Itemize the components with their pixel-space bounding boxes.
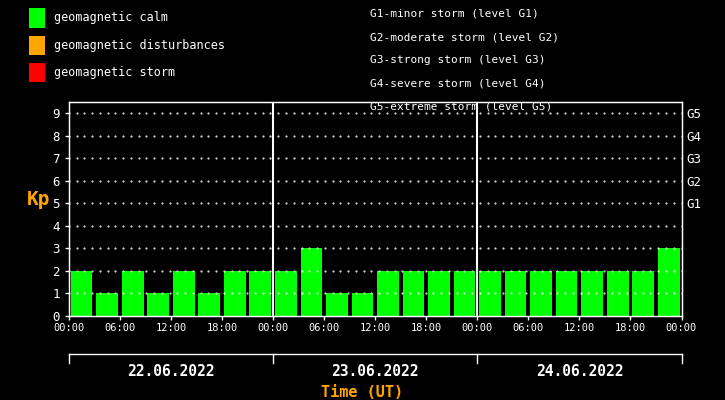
Y-axis label: Kp: Kp [27, 190, 50, 209]
Bar [173, 271, 194, 316]
Text: G5-extreme storm (level G5): G5-extreme storm (level G5) [370, 102, 552, 112]
Bar [632, 271, 654, 316]
Bar [224, 271, 246, 316]
Bar [71, 271, 93, 316]
Bar [581, 271, 603, 316]
Bar [147, 294, 169, 316]
Bar [428, 271, 450, 316]
Bar [607, 271, 629, 316]
Text: G1-minor storm (level G1): G1-minor storm (level G1) [370, 9, 539, 19]
Bar [199, 294, 220, 316]
Text: 22.06.2022: 22.06.2022 [127, 364, 215, 380]
Text: geomagnetic disturbances: geomagnetic disturbances [54, 39, 225, 52]
Text: Time (UT): Time (UT) [321, 385, 404, 400]
Bar [556, 271, 578, 316]
Bar [249, 271, 271, 316]
Bar [402, 271, 424, 316]
Text: G2-moderate storm (level G2): G2-moderate storm (level G2) [370, 32, 559, 42]
Bar [122, 271, 144, 316]
Bar [352, 294, 373, 316]
Text: geomagnetic storm: geomagnetic storm [54, 66, 175, 79]
Bar [275, 271, 297, 316]
Bar [377, 271, 399, 316]
Bar [658, 248, 679, 316]
Bar [326, 294, 348, 316]
Bar [96, 294, 118, 316]
Text: geomagnetic calm: geomagnetic calm [54, 12, 167, 24]
Text: G3-strong storm (level G3): G3-strong storm (level G3) [370, 56, 545, 66]
Bar [301, 248, 322, 316]
Bar [505, 271, 526, 316]
Text: 23.06.2022: 23.06.2022 [331, 364, 419, 380]
Bar [454, 271, 476, 316]
Text: G4-severe storm (level G4): G4-severe storm (level G4) [370, 78, 545, 89]
Bar [479, 271, 501, 316]
Text: 24.06.2022: 24.06.2022 [536, 364, 624, 380]
Bar [530, 271, 552, 316]
